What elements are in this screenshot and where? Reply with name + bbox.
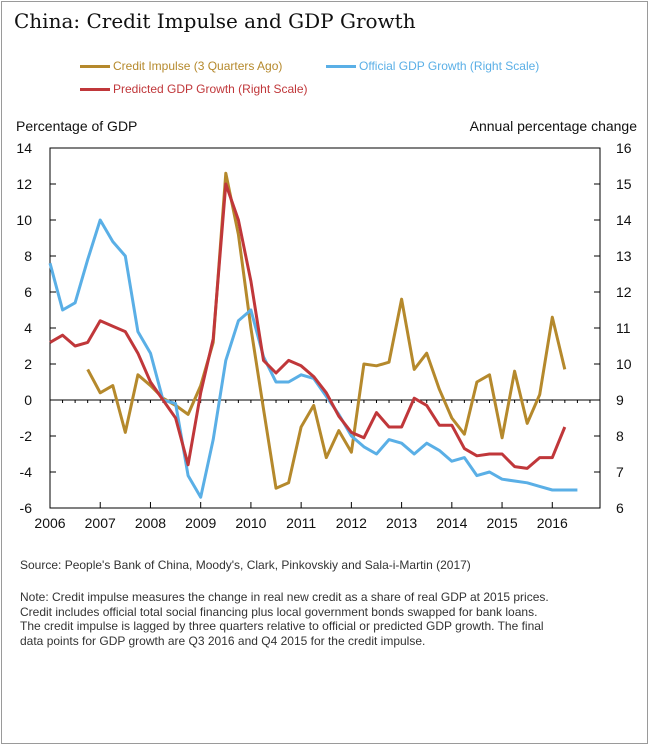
legend-item-official-gdp: Official GDP Growth (Right Scale) — [326, 58, 539, 74]
left-axis-tick-label: -2 — [20, 428, 33, 444]
legend-item-predicted-gdp: Predicted GDP Growth (Right Scale) — [80, 81, 308, 97]
note-line-2: Credit includes official total social fi… — [20, 604, 538, 619]
x-axis-tick-label: 2011 — [286, 515, 316, 531]
right-axis-title: Annual percentage change — [469, 118, 637, 134]
x-axis-tick-label: 2012 — [336, 515, 367, 531]
right-axis-tick-label: 9 — [616, 392, 624, 408]
x-axis-tick-label: 2007 — [85, 515, 116, 531]
x-axis-tick-label: 2013 — [386, 515, 417, 531]
x-axis-tick-label: 2008 — [135, 515, 166, 531]
legend-swatch — [80, 64, 110, 68]
left-axis-tick-label: -4 — [20, 464, 33, 480]
left-axis-tick-label: 8 — [24, 248, 32, 264]
legend-label: Credit Impulse (3 Quarters Ago) — [113, 59, 283, 73]
legend-swatch — [326, 64, 356, 68]
left-axis-tick-label: 10 — [16, 212, 32, 228]
legend-swatch — [80, 87, 110, 91]
x-axis-tick-label: 2006 — [34, 515, 65, 531]
x-axis-tick-label: 2015 — [486, 515, 517, 531]
source-note: Source: People's Bank of China, Moody's,… — [20, 558, 471, 572]
chart-title: China: Credit Impulse and GDP Growth — [14, 9, 416, 33]
left-axis-tick-label: 2 — [24, 356, 32, 372]
left-axis-tick-label: 14 — [16, 140, 32, 156]
right-axis-tick-label: 8 — [616, 428, 624, 444]
series-line-credit-impulse — [86, 171, 567, 490]
right-axis-tick-label: 7 — [616, 464, 624, 480]
left-axis-tick-label: 4 — [24, 320, 32, 336]
note-line-1: Note: Credit impulse measures the change… — [20, 590, 549, 604]
right-axis-tick-label: 6 — [616, 500, 624, 516]
right-axis-tick-label: 10 — [616, 356, 632, 372]
left-axis-tick-label: 0 — [24, 392, 32, 408]
series-line-official-gdp — [48, 218, 578, 499]
left-axis-tick-label: 6 — [24, 284, 32, 300]
x-axis-tick-label: 2010 — [235, 515, 266, 531]
series-line-predicted-gdp — [49, 182, 567, 470]
plot-area: -6 -4 -2 0 2 4 6 8 10 12 14 6 7 8 9 10 11 12 13 14 15 16 2006 2… — [16, 140, 632, 531]
x-axis-tick-label: 2016 — [537, 515, 568, 531]
right-axis-tick-label: 16 — [616, 140, 632, 156]
right-axis-tick-label: 14 — [616, 212, 632, 228]
note-line-4: data points for GDP growth are Q3 2016 a… — [20, 633, 426, 648]
right-axis-tick-label: 13 — [616, 248, 632, 264]
legend-label: Predicted GDP Growth (Right Scale) — [113, 82, 308, 96]
left-axis-tick-label: 12 — [16, 176, 32, 192]
right-axis-tick-label: 15 — [616, 176, 632, 192]
x-axis-tick-label: 2014 — [436, 515, 467, 531]
left-axis-tick-label: -6 — [20, 500, 33, 516]
right-axis-tick-label: 12 — [616, 284, 632, 300]
legend-item-credit-impulse: Credit Impulse (3 Quarters Ago) — [80, 58, 282, 74]
legend-label: Official GDP Growth (Right Scale) — [359, 59, 540, 73]
right-axis-tick-label: 11 — [616, 320, 631, 336]
note-line-3: The credit impulse is lagged by three qu… — [20, 619, 544, 633]
left-axis-title: Percentage of GDP — [16, 118, 138, 134]
x-axis-tick-label: 2009 — [185, 515, 216, 531]
